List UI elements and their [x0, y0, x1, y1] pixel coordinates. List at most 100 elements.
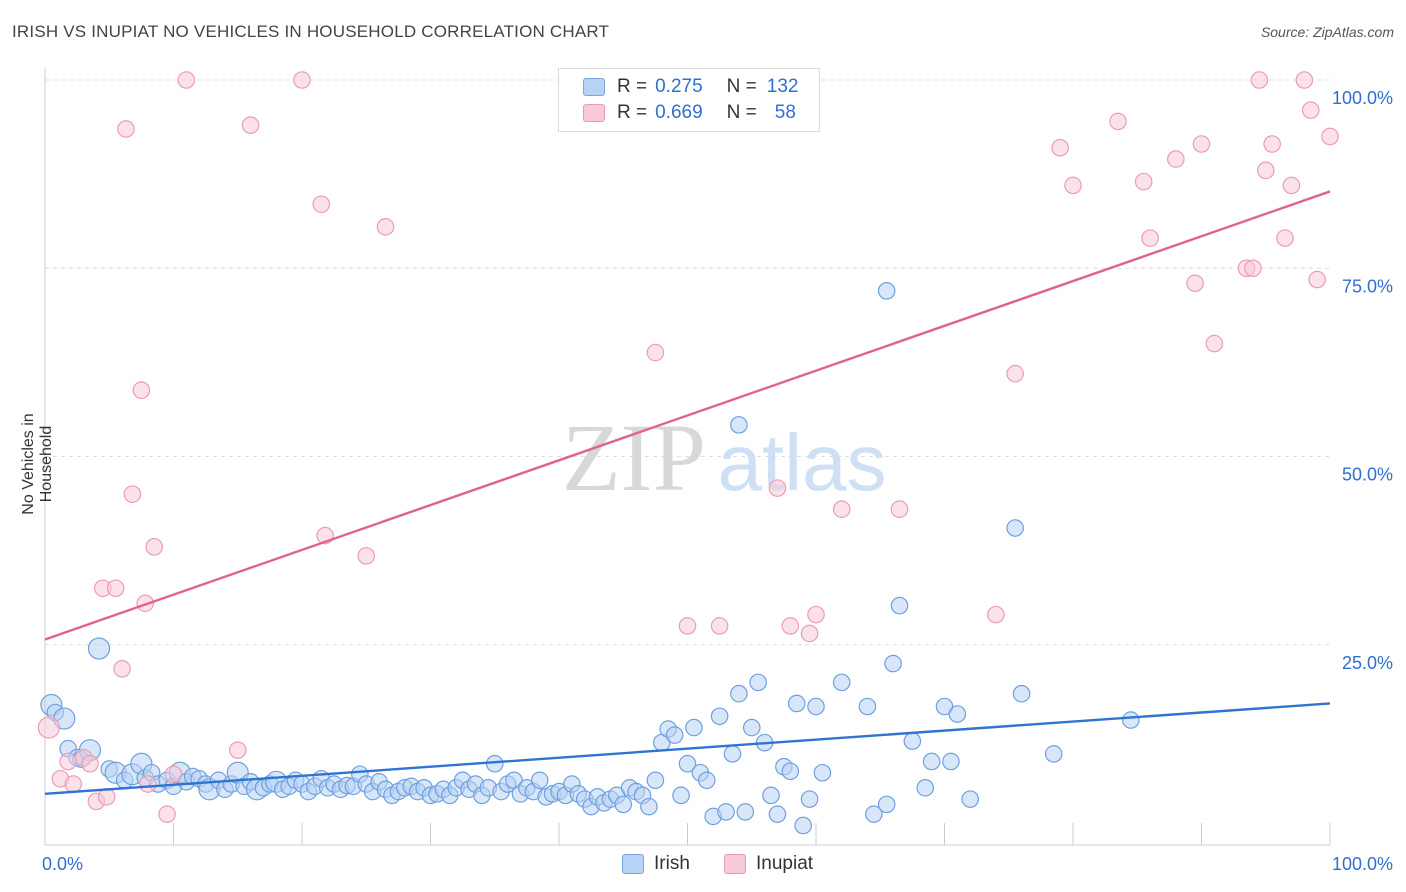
y-tick-labels: 25.0% 50.0% 75.0% 100.0% [1332, 88, 1393, 673]
inupiat-points [37, 71, 1339, 823]
irish-point [665, 726, 684, 744]
irish-point [922, 752, 941, 771]
irish-point [865, 805, 883, 823]
irish-point [768, 805, 787, 823]
legend-row-irish: R = 0.275 N = 132 [583, 75, 798, 99]
y-tick-label: 25.0% [1342, 653, 1393, 673]
legend-swatch-irish [583, 78, 605, 96]
legend-r-label: R = [617, 102, 648, 123]
bottom-legend-irish-label: Irish [654, 853, 690, 874]
bottom-swatch-inupiat [724, 854, 746, 874]
irish-point [832, 673, 851, 692]
inupiat-point [1051, 138, 1069, 157]
inupiat-point [1205, 334, 1224, 353]
inupiat-point [117, 120, 135, 138]
bottom-swatch-irish [622, 854, 644, 874]
x-tick-labels: 0.0% 100.0% [42, 854, 1393, 874]
inupiat-point [1006, 364, 1024, 383]
inupiat-point [158, 805, 176, 823]
inupiat-point [228, 741, 247, 759]
inupiat-point [64, 775, 83, 793]
irish-point [781, 762, 800, 781]
irish-point [884, 654, 902, 673]
inupiat-point [1282, 176, 1301, 195]
inupiat-point [1244, 259, 1262, 278]
inupiat-point [139, 775, 157, 793]
inupiat-point [781, 617, 800, 635]
source-label: Source: ZipAtlas.com [1260, 24, 1394, 40]
inupiat-point [768, 479, 787, 497]
irish-point [717, 803, 735, 821]
irish-point [961, 790, 979, 808]
inupiat-point [164, 765, 183, 784]
irish-point [87, 637, 111, 660]
inupiat-point [1295, 71, 1314, 89]
irish-point [749, 673, 767, 692]
stats-legend: R = 0.275 N = 132 R = 0.669 N = 58 [558, 68, 820, 132]
inupiat-point [987, 605, 1005, 624]
irish-point [614, 795, 633, 814]
irish-point [877, 282, 896, 300]
legend-r-value: 0.669 [655, 102, 703, 123]
inupiat-point [59, 752, 77, 771]
grid-lines [45, 79, 1330, 646]
inupiat-point [646, 343, 665, 362]
inupiat-point [1192, 135, 1211, 153]
inupiat-point [807, 605, 825, 624]
inupiat-point [293, 71, 311, 89]
inupiat-point [312, 195, 331, 214]
irish-point [730, 684, 748, 703]
inupiat-point [81, 754, 99, 773]
inupiat-point [1276, 229, 1294, 247]
inupiat-point [145, 538, 164, 556]
inupiat-point [1186, 274, 1204, 293]
legend-swatch-inupiat [583, 104, 605, 122]
inupiat-point [1308, 270, 1326, 289]
inupiat-point [1321, 127, 1339, 146]
inupiat-point [890, 500, 909, 519]
x-tick-label-max: 100.0% [1332, 854, 1393, 874]
bottom-legend-irish: Irish [622, 852, 690, 876]
irish-point [1122, 711, 1140, 729]
inupiat-point [357, 547, 376, 565]
inupiat-point [1301, 101, 1320, 119]
inupiat-point [1256, 161, 1275, 180]
irish-point [1044, 745, 1063, 763]
irish-point [890, 596, 909, 615]
inupiat-point [1109, 112, 1127, 131]
bottom-legend-inupiat-label: Inupiat [756, 853, 814, 874]
irish-point [794, 816, 812, 835]
inupiat-point [1263, 135, 1281, 153]
trend-lines [44, 190, 1331, 796]
irish-point [742, 718, 761, 737]
irish-point [678, 754, 697, 773]
legend-row-inupiat: R = 0.669 N = 58 [583, 101, 796, 125]
legend-r-label: R = [617, 76, 648, 97]
watermark-atlas: atlas [718, 418, 887, 507]
irish-point [948, 705, 967, 723]
irish-point [1012, 684, 1031, 703]
irish-point [672, 786, 690, 805]
irish-point [730, 416, 748, 434]
chart-title: IRISH VS INUPIAT NO VEHICLES IN HOUSEHOL… [12, 22, 610, 41]
watermark-zip: ZIP [562, 404, 706, 511]
inupiat-point [241, 116, 260, 134]
irish-point [530, 771, 549, 790]
inupiat-point [1250, 71, 1269, 89]
y-axis-label: No Vehicles in Household [20, 413, 55, 515]
y-tick-label: 100.0% [1332, 88, 1393, 108]
inupiat-point [1134, 172, 1153, 191]
axes [44, 68, 1331, 846]
irish-point [807, 697, 825, 716]
inupiat-point [800, 624, 819, 643]
inupiat-point [123, 485, 142, 503]
inupiat-point [1167, 150, 1185, 168]
irish-point [646, 771, 665, 790]
inupiat-point [1064, 176, 1082, 195]
inupiat-point [710, 617, 729, 635]
y-tick-label: 75.0% [1342, 276, 1393, 296]
x-tick-label-min: 0.0% [42, 854, 83, 874]
inupiat-point [37, 716, 60, 739]
irish-point [762, 786, 780, 805]
